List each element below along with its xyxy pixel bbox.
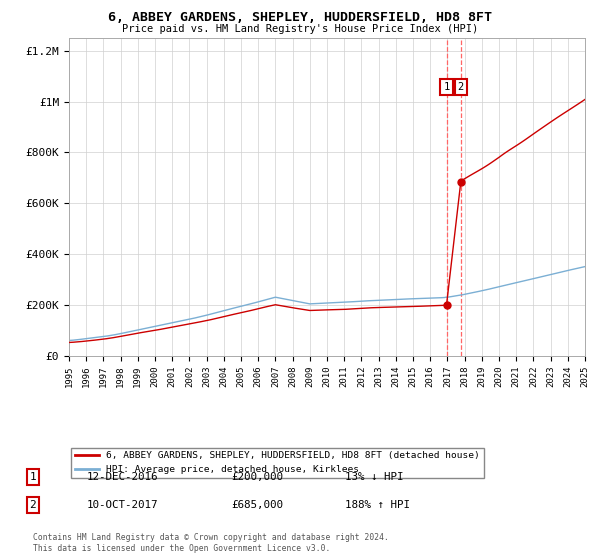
Text: 13% ↓ HPI: 13% ↓ HPI — [345, 472, 404, 482]
Text: 188% ↑ HPI: 188% ↑ HPI — [345, 500, 410, 510]
Legend: 6, ABBEY GARDENS, SHEPLEY, HUDDERSFIELD, HD8 8FT (detached house), HPI: Average : 6, ABBEY GARDENS, SHEPLEY, HUDDERSFIELD,… — [71, 447, 484, 478]
Text: 12-DEC-2016: 12-DEC-2016 — [87, 472, 158, 482]
Text: 2: 2 — [458, 82, 464, 92]
Text: Price paid vs. HM Land Registry's House Price Index (HPI): Price paid vs. HM Land Registry's House … — [122, 24, 478, 34]
Text: 1: 1 — [443, 82, 449, 92]
Text: £200,000: £200,000 — [231, 472, 283, 482]
Text: £685,000: £685,000 — [231, 500, 283, 510]
Text: 10-OCT-2017: 10-OCT-2017 — [87, 500, 158, 510]
Text: 6, ABBEY GARDENS, SHEPLEY, HUDDERSFIELD, HD8 8FT: 6, ABBEY GARDENS, SHEPLEY, HUDDERSFIELD,… — [108, 11, 492, 24]
Text: 1: 1 — [29, 472, 37, 482]
Text: 2: 2 — [29, 500, 37, 510]
Text: Contains HM Land Registry data © Crown copyright and database right 2024.
This d: Contains HM Land Registry data © Crown c… — [33, 533, 389, 553]
